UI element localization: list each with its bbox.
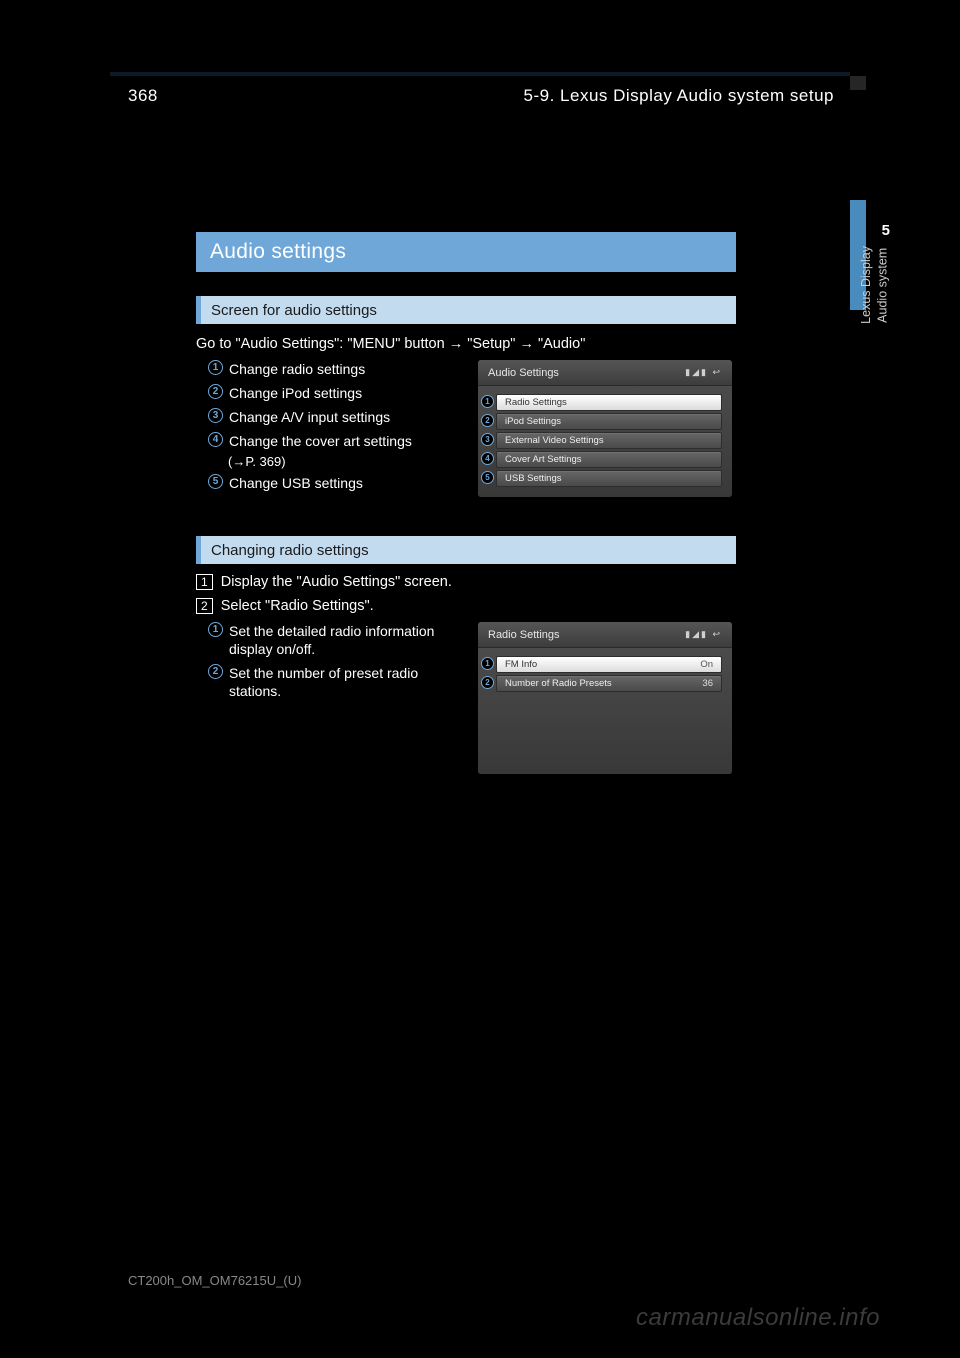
mini-circled-3-icon: 3	[481, 433, 494, 446]
subheader-radio-text: Changing radio settings	[211, 542, 369, 559]
divider-top	[110, 72, 850, 76]
panel2-filler	[496, 694, 722, 718]
circled-2b-icon: 2	[208, 664, 223, 679]
panel2-row-1-value: On	[700, 659, 713, 670]
list1-note: (→P. 369)	[228, 454, 286, 469]
panel1-row-4[interactable]: 4 Cover Art Settings	[496, 451, 722, 468]
status-icons-2: ▮◢▮ ↩	[685, 629, 722, 640]
page-title-text: Audio settings	[210, 240, 346, 264]
list1-item-3-text: Change A/V input settings	[229, 408, 390, 426]
panel2-row-1[interactable]: 1 FM Info On	[496, 656, 722, 673]
panel1-row-2-label: iPod Settings	[505, 416, 561, 427]
list1-item-4-text: Change the cover art settings	[229, 432, 412, 450]
list2-item-2-text: Set the number of preset radio stations.	[229, 664, 453, 700]
subheader-screen: Screen for audio settings	[196, 296, 736, 324]
list1-item-5-text: Change USB settings	[229, 474, 363, 492]
subheader-screen-text: Screen for audio settings	[211, 302, 377, 319]
circled-1-icon: 1	[208, 360, 223, 375]
panel2-row-2-value: 36	[702, 678, 713, 689]
step-num-1: 1	[196, 574, 213, 590]
footer-file-ref: CT200h_OM_OM76215U_(U)	[128, 1273, 301, 1288]
list2-item-2: 2 Set the number of preset radio station…	[208, 664, 453, 700]
panel1-row-1-label: Radio Settings	[505, 397, 567, 408]
panel1-row-2[interactable]: 2 iPod Settings	[496, 413, 722, 430]
panel2-titlebar: Radio Settings ▮◢▮ ↩	[478, 622, 732, 648]
panel2-row-2[interactable]: 2 Number of Radio Presets 36	[496, 675, 722, 692]
intro-line-1: Go to "Audio Settings": "MENU" button → …	[196, 336, 585, 352]
panel1-row-3[interactable]: 3 External Video Settings	[496, 432, 722, 449]
panel2-list: 1 FM Info On 2 Number of Radio Presets 3…	[478, 648, 732, 774]
page-header: 368 5-9. Lexus Display Audio system setu…	[128, 86, 834, 106]
list2-item-1-text: Set the detailed radio information displ…	[229, 622, 453, 658]
panel1-row-3-label: External Video Settings	[505, 435, 604, 446]
panel1-titlebar: Audio Settings ▮◢▮ ↩	[478, 360, 732, 386]
circled-2-icon: 2	[208, 384, 223, 399]
screenshot-radio-settings: Radio Settings ▮◢▮ ↩ 1 FM Info On 2 Numb…	[478, 622, 732, 774]
list1-item-1: 1 Change radio settings	[208, 360, 365, 378]
screenshot-audio-settings: Audio Settings ▮◢▮ ↩ 1 Radio Settings 2 …	[478, 360, 732, 497]
page-title: Audio settings	[196, 232, 736, 272]
step-1-text: Display the "Audio Settings" screen.	[221, 574, 452, 590]
panel2-row-1-label: FM Info	[505, 659, 537, 670]
status-icons: ▮◢▮ ↩	[685, 367, 722, 378]
step-num-2: 2	[196, 598, 213, 614]
step-2: 2 Select "Radio Settings".	[196, 598, 374, 614]
step-2-text: Select "Radio Settings".	[221, 598, 374, 614]
panel2-filler-3	[496, 742, 722, 766]
chapter-label: Lexus DisplayAudio system	[858, 246, 891, 324]
panel1-row-4-label: Cover Art Settings	[505, 454, 582, 465]
breadcrumb: 5-9. Lexus Display Audio system setup	[524, 86, 834, 106]
panel1-title: Audio Settings	[488, 367, 559, 379]
mini-circled-1-icon: 1	[481, 395, 494, 408]
panel2-row-2-label: Number of Radio Presets	[505, 678, 612, 689]
circled-1b-icon: 1	[208, 622, 223, 637]
page-number: 368	[128, 86, 158, 106]
list1-item-2: 2 Change iPod settings	[208, 384, 362, 402]
circled-4-icon: 4	[208, 432, 223, 447]
panel1-row-5-label: USB Settings	[505, 473, 562, 484]
side-tab-placeholder	[850, 76, 866, 90]
mini-circled-2-icon: 2	[481, 414, 494, 427]
watermark: carmanualsonline.info	[636, 1304, 880, 1332]
mini-circled-5-icon: 5	[481, 471, 494, 484]
mini-circled-2b-icon: 2	[481, 676, 494, 689]
list1-item-1-text: Change radio settings	[229, 360, 365, 378]
list2-item-1: 1 Set the detailed radio information dis…	[208, 622, 453, 658]
chapter-number: 5	[882, 222, 890, 239]
list1-item-3: 3 Change A/V input settings	[208, 408, 390, 426]
panel1-row-1[interactable]: 1 Radio Settings	[496, 394, 722, 411]
mini-circled-1b-icon: 1	[481, 657, 494, 670]
panel1-list: 1 Radio Settings 2 iPod Settings 3 Exter…	[478, 386, 732, 497]
circled-3-icon: 3	[208, 408, 223, 423]
list1-item-5: 5 Change USB settings	[208, 474, 363, 492]
list1-item-4: 4 Change the cover art settings	[208, 432, 412, 450]
mini-circled-4-icon: 4	[481, 452, 494, 465]
step-1: 1 Display the "Audio Settings" screen.	[196, 574, 452, 590]
panel2-filler-2	[496, 718, 722, 742]
list1-item-2-text: Change iPod settings	[229, 384, 362, 402]
panel2-title: Radio Settings	[488, 629, 560, 641]
subheader-radio: Changing radio settings	[196, 536, 736, 564]
circled-5-icon: 5	[208, 474, 223, 489]
panel1-row-5[interactable]: 5 USB Settings	[496, 470, 722, 487]
